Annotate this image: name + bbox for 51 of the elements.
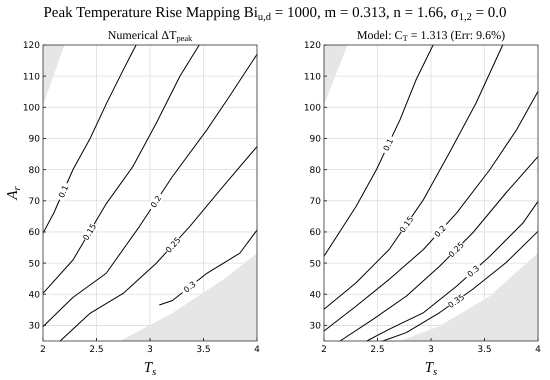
line-series (60, 146, 258, 342)
y-tick-label: 110 (304, 72, 322, 82)
x-tick-label: 4 (254, 345, 260, 355)
x-tick-label: 2 (321, 345, 327, 355)
line-series (324, 44, 504, 310)
y-tick-label: 100 (22, 103, 40, 114)
y-tick-label: 50 (310, 259, 322, 270)
line-series (324, 90, 538, 332)
x-tick-label: 2.5 (89, 345, 104, 355)
line-series (366, 200, 538, 342)
text: 0.1 (56, 184, 70, 200)
y-tick-label: 80 (28, 166, 40, 176)
line-series (324, 44, 434, 257)
line-series (42, 54, 258, 328)
x-axis-title: T$_{s}$ (424, 360, 438, 378)
y-tick-label: 60 (310, 228, 322, 238)
x-tick-label: 3.5 (477, 345, 492, 355)
y-tick-label: 40 (310, 290, 322, 300)
x-tick-label: 2.5 (370, 345, 385, 355)
x-tick-label: 3.5 (196, 345, 211, 355)
y-tick-label: 60 (28, 228, 40, 238)
y-tick-label: 120 (22, 41, 40, 52)
chart-subtitle: Numerical ΔT$_{peak}$ (108, 28, 194, 43)
x-axis-title: T$_{s}$ (144, 360, 156, 378)
y-tick-label: 70 (310, 196, 322, 207)
line-series (42, 44, 200, 294)
text: 0.3 (182, 280, 198, 295)
text: 0.2 (432, 224, 448, 240)
line-series (340, 156, 538, 342)
y-tick-label: 90 (310, 134, 322, 145)
chart-title: Model: C$_{T}$ = 1.313 (Err: 9.6%) (356, 28, 506, 43)
text: 0.35 (446, 292, 466, 310)
y-tick-label: 70 (28, 196, 40, 207)
x-tick-label: 3 (428, 345, 434, 355)
chart-title: Peak Temperature Rise Mapping Bi$_{u,d}$ = 1000, m = 0.313, n = 1.66, σ$_{1,2}$ = 0.0 (43, 5, 507, 23)
y-tick-label: 120 (304, 41, 322, 52)
y-tick-label: 40 (28, 290, 40, 300)
x-tick-label: 2 (40, 345, 46, 355)
y-tick-label: 80 (310, 166, 322, 176)
text: 0.3 (466, 264, 482, 280)
y-tick-label: 90 (28, 134, 40, 145)
x-tick-label: 4 (535, 345, 542, 355)
y-tick-label: 50 (28, 259, 40, 270)
line-series (159, 230, 258, 306)
y-tick-label: 110 (22, 72, 40, 82)
text: 0.2 (148, 194, 164, 210)
y-tick-label: 100 (304, 103, 322, 114)
y-tick-label: 30 (28, 322, 40, 332)
text: 0.1 (382, 137, 396, 153)
x-tick-label: 3 (147, 345, 153, 355)
y-tick-label: 30 (310, 322, 322, 332)
